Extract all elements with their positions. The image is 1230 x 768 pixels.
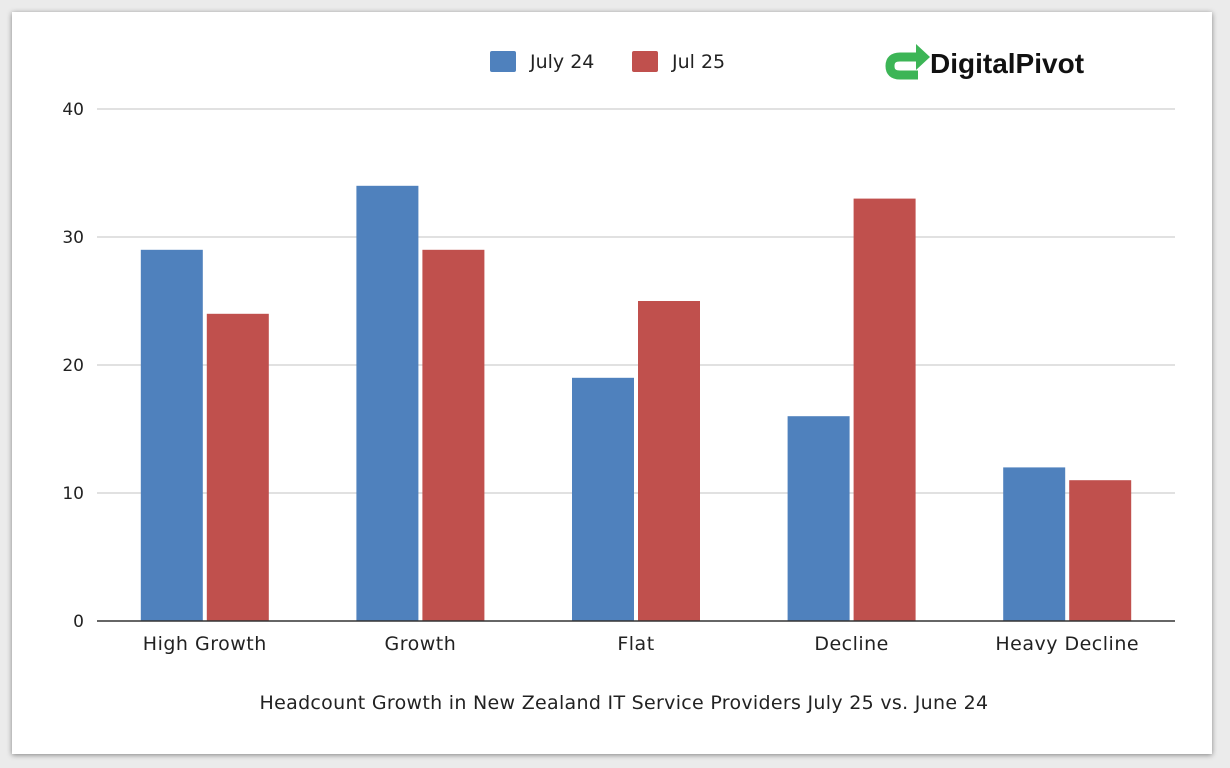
x-category-label: Growth [385, 633, 457, 655]
chart-card: 0 10 20 30 40 High Growth Growth Flat Decline He… [12, 12, 1212, 754]
bar-jul-25-growth [422, 249, 485, 622]
legend-swatch-jul-25 [632, 51, 658, 72]
grid-lines [97, 108, 1175, 494]
bar-july-24-heavy-decline [1003, 467, 1066, 621]
y-axis-ticks: 0 10 20 30 40 [62, 100, 84, 632]
return-arrow-icon [885, 44, 930, 80]
legend-label-july-24: July 24 [529, 51, 594, 73]
x-category-label: Flat [617, 633, 654, 655]
legend: July 24 Jul 25 [490, 51, 725, 73]
digitalpivot-logo: DigitalPivot [885, 44, 1084, 80]
bars [140, 185, 1132, 622]
brand-name: DigitalPivot [930, 48, 1084, 79]
y-tick-label: 0 [73, 612, 84, 632]
y-tick-label: 30 [62, 228, 84, 248]
chart-title: Headcount Growth in New Zealand IT Servi… [260, 692, 989, 714]
bar-july-24-decline [787, 416, 850, 621]
x-category-label: Heavy Decline [995, 633, 1139, 655]
bar-jul-25-flat [638, 301, 700, 621]
bar-jul-25-high-growth [206, 313, 269, 621]
legend-swatch-july-24 [490, 51, 516, 72]
bar-chart: 0 10 20 30 40 High Growth Growth Flat Decline He… [62, 44, 1175, 714]
bar-jul-25-decline [853, 198, 916, 621]
y-tick-label: 40 [62, 100, 84, 120]
x-category-label: High Growth [143, 633, 267, 655]
bar-july-24-high-growth [140, 249, 203, 622]
bar-july-24-growth [356, 185, 419, 622]
x-category-label: Decline [814, 633, 889, 655]
legend-label-jul-25: Jul 25 [671, 51, 725, 73]
bar-july-24-flat [572, 377, 634, 621]
x-axis-categories: High Growth Growth Flat Decline Heavy Declin… [143, 633, 1139, 655]
y-tick-label: 10 [62, 484, 84, 504]
y-tick-label: 20 [62, 356, 84, 376]
bar-jul-25-heavy-decline [1069, 480, 1132, 621]
